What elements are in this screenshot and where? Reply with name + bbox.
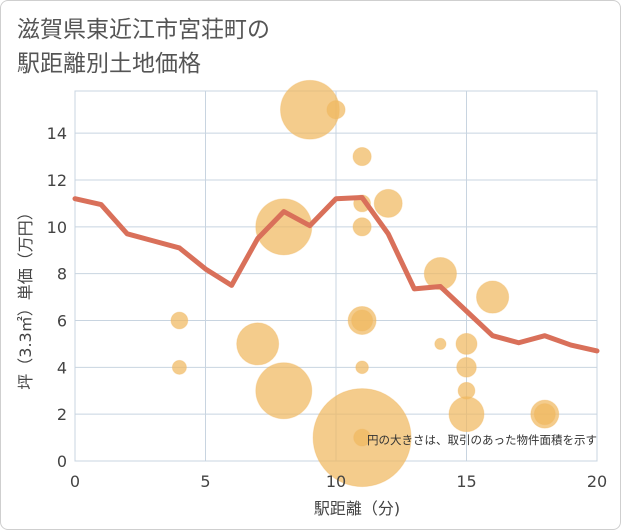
x-tick-label: 20 xyxy=(587,472,607,491)
bubble-point xyxy=(326,100,346,120)
bubble-point xyxy=(236,322,280,366)
bubble-point xyxy=(352,217,372,237)
bubble-point xyxy=(455,332,478,355)
y-tick-label: 6 xyxy=(57,311,67,330)
bubble-point xyxy=(351,309,374,332)
chart-title-line-2: 駅距離別土地価格 xyxy=(17,51,201,77)
y-axis-label: 坪（3.3㎡）単価（万円） xyxy=(16,204,35,389)
bubble-point xyxy=(255,198,313,256)
bubble-point xyxy=(355,360,369,375)
bubble-point xyxy=(255,362,313,420)
y-tick-label: 10 xyxy=(47,218,67,237)
y-tick-label: 0 xyxy=(57,452,67,471)
y-tick-label: 4 xyxy=(57,358,67,377)
bubble-point xyxy=(373,188,403,218)
x-tick-label: 15 xyxy=(456,472,476,491)
x-tick-label: 0 xyxy=(70,472,80,491)
axis-ticks: 0 5 10 15 20 0 2 4 6 8 10 12 14 xyxy=(47,124,608,491)
bubble-point xyxy=(352,146,372,167)
x-axis-label: 駅距離（分) xyxy=(314,499,400,518)
bubble-point xyxy=(170,311,189,330)
bubble-point xyxy=(434,337,447,351)
y-tick-label: 8 xyxy=(57,265,67,284)
bubble-point xyxy=(171,359,187,375)
bubble-point xyxy=(448,396,485,433)
bubble-point xyxy=(456,357,477,378)
chart-title-line-1: 滋賀県東近江市宮荘町の xyxy=(17,17,270,43)
chart-title: 滋賀県東近江市宮荘町の 駅距離別土地価格 xyxy=(17,13,270,81)
series-line xyxy=(72,195,600,354)
x-tick-label: 10 xyxy=(326,472,346,491)
bubbles xyxy=(170,79,560,488)
y-tick-label: 14 xyxy=(47,124,67,143)
bubble-point xyxy=(533,403,556,426)
bubble-point xyxy=(476,280,510,314)
bubble-size-note: 円の大きさは、取引のあった物件面積を示す xyxy=(367,433,597,447)
x-tick-label: 5 xyxy=(200,472,210,491)
average-line xyxy=(72,195,600,354)
bubble-point xyxy=(353,428,372,447)
y-tick-label: 12 xyxy=(47,171,67,190)
y-tick-label: 2 xyxy=(57,405,67,424)
